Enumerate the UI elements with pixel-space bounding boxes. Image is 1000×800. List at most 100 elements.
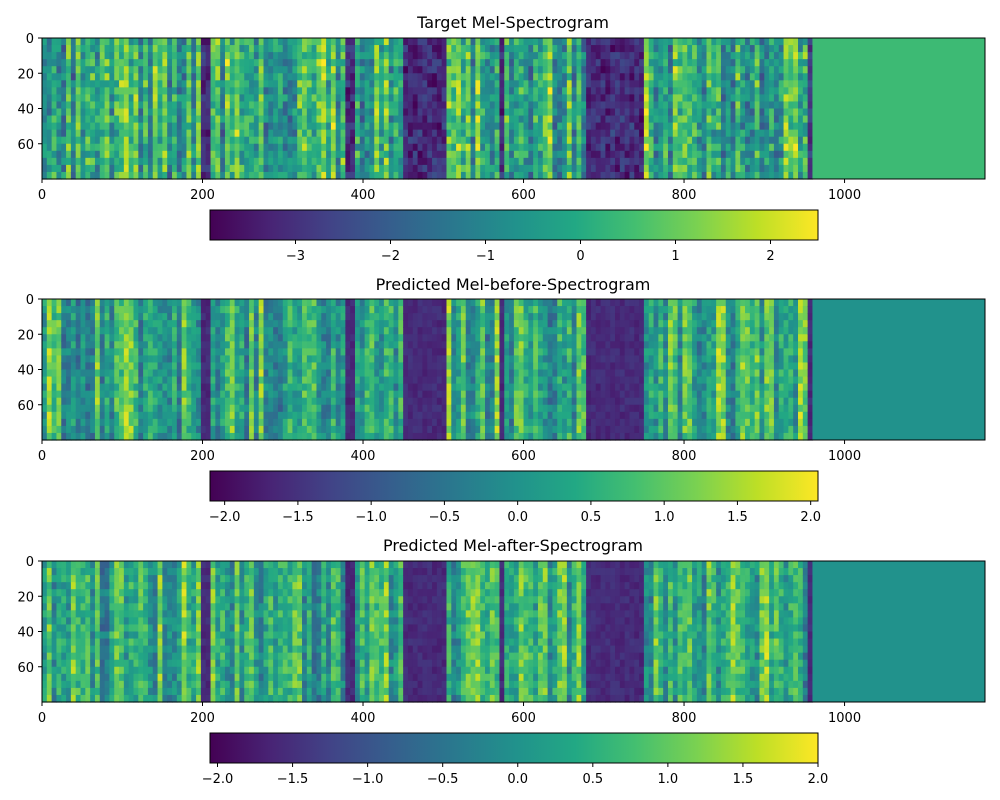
heatmap-cell bbox=[364, 390, 371, 399]
heatmap-cell bbox=[586, 108, 592, 117]
heatmap-cell bbox=[302, 101, 308, 110]
heatmap-cell bbox=[740, 45, 746, 53]
heatmap-cell bbox=[350, 80, 356, 88]
heatmap-cell bbox=[436, 327, 443, 335]
heatmap-cell bbox=[157, 129, 163, 138]
heatmap-cell bbox=[85, 115, 91, 124]
heatmap-cell bbox=[181, 45, 188, 53]
heatmap-cell bbox=[566, 66, 573, 74]
heatmap-cell bbox=[297, 306, 303, 314]
heatmap-cell bbox=[403, 101, 409, 110]
heatmap-cell bbox=[133, 397, 139, 406]
heatmap-cell bbox=[692, 164, 698, 173]
heatmap-cell bbox=[210, 157, 216, 166]
heatmap-cell bbox=[350, 73, 356, 81]
heatmap-cell bbox=[224, 157, 231, 166]
heatmap-cell bbox=[70, 306, 77, 314]
heatmap-cell bbox=[480, 129, 486, 138]
heatmap-cell bbox=[66, 129, 72, 138]
heatmap-cell bbox=[51, 87, 58, 95]
heatmap-cell bbox=[417, 320, 424, 328]
heatmap-cell bbox=[393, 355, 399, 364]
heatmap-cell bbox=[249, 171, 255, 180]
heatmap-cell bbox=[205, 432, 212, 441]
heatmap-cell bbox=[335, 143, 342, 152]
heatmap-cell bbox=[75, 404, 82, 413]
heatmap-cell bbox=[311, 334, 318, 342]
heatmap-cell bbox=[605, 52, 611, 60]
heatmap-cell bbox=[518, 122, 525, 131]
heatmap-cell bbox=[562, 66, 568, 74]
heatmap-cell bbox=[359, 299, 366, 307]
heatmap-cell bbox=[605, 38, 611, 46]
heatmap-cell bbox=[465, 66, 472, 74]
heatmap-cell bbox=[432, 411, 438, 420]
heatmap-cell bbox=[393, 87, 399, 95]
heatmap-cell bbox=[398, 73, 404, 81]
heatmap-cell bbox=[485, 143, 491, 152]
heatmap-cell bbox=[407, 418, 414, 427]
heatmap-cell bbox=[355, 418, 361, 427]
heatmap-cell bbox=[191, 45, 197, 53]
heatmap-cell bbox=[552, 94, 558, 103]
heatmap-cell bbox=[311, 418, 318, 427]
heatmap-cell bbox=[181, 171, 188, 180]
heatmap-cell bbox=[302, 108, 308, 117]
heatmap-cell bbox=[109, 143, 115, 152]
heatmap-cell bbox=[292, 38, 298, 46]
heatmap-cell bbox=[716, 129, 722, 138]
heatmap-cell bbox=[234, 94, 241, 103]
heatmap-cell bbox=[667, 108, 674, 117]
heatmap-cell bbox=[321, 425, 327, 434]
heatmap-cell bbox=[412, 355, 419, 364]
heatmap-cell bbox=[138, 38, 144, 46]
heatmap-cell bbox=[326, 376, 332, 385]
heatmap-cell bbox=[234, 355, 241, 364]
heatmap-cell bbox=[196, 157, 202, 166]
heatmap-cell bbox=[494, 157, 501, 166]
heatmap-cell bbox=[379, 122, 385, 131]
heatmap-cell bbox=[489, 115, 496, 124]
heatmap-cell bbox=[94, 397, 101, 406]
heatmap-cell bbox=[157, 313, 163, 321]
heatmap-cell bbox=[205, 157, 212, 166]
heatmap-cell bbox=[167, 306, 173, 314]
heatmap-cell bbox=[147, 376, 154, 385]
heatmap-cell bbox=[403, 45, 409, 53]
heatmap-cell bbox=[393, 150, 399, 159]
heatmap-cell bbox=[403, 87, 409, 95]
heatmap-cell bbox=[552, 115, 558, 124]
heatmap-cell bbox=[672, 101, 679, 110]
heatmap-cell bbox=[566, 87, 573, 95]
heatmap-cell bbox=[359, 362, 366, 371]
heatmap-cell bbox=[85, 122, 91, 131]
heatmap-cell bbox=[335, 376, 342, 385]
heatmap-cell bbox=[147, 369, 154, 378]
heatmap-cell bbox=[326, 45, 332, 53]
heatmap-cell bbox=[783, 171, 789, 180]
heatmap-cell bbox=[456, 94, 462, 103]
heatmap-cell bbox=[66, 383, 72, 392]
heatmap-cell bbox=[802, 80, 809, 88]
heatmap-cell bbox=[56, 101, 62, 110]
heatmap-cell bbox=[258, 404, 265, 413]
heatmap-cell bbox=[306, 383, 313, 392]
heatmap-cell bbox=[451, 411, 457, 420]
heatmap-cell bbox=[432, 383, 438, 392]
heatmap-cell bbox=[403, 306, 409, 314]
heatmap-cell bbox=[66, 425, 72, 434]
heatmap-cell bbox=[345, 108, 351, 117]
heatmap-cell bbox=[172, 432, 178, 441]
heatmap-cell bbox=[759, 87, 765, 95]
heatmap-cell bbox=[485, 150, 491, 159]
heatmap-cell bbox=[374, 320, 380, 328]
heatmap-cell bbox=[133, 171, 139, 180]
heatmap-cell bbox=[393, 348, 399, 356]
heatmap-cell bbox=[379, 404, 385, 413]
heatmap-cell bbox=[509, 52, 515, 60]
heatmap-cell bbox=[340, 66, 346, 74]
heatmap-cell bbox=[292, 299, 298, 307]
heatmap-cell bbox=[629, 171, 635, 180]
heatmap-cell bbox=[123, 327, 130, 335]
heatmap-cell bbox=[302, 143, 308, 152]
